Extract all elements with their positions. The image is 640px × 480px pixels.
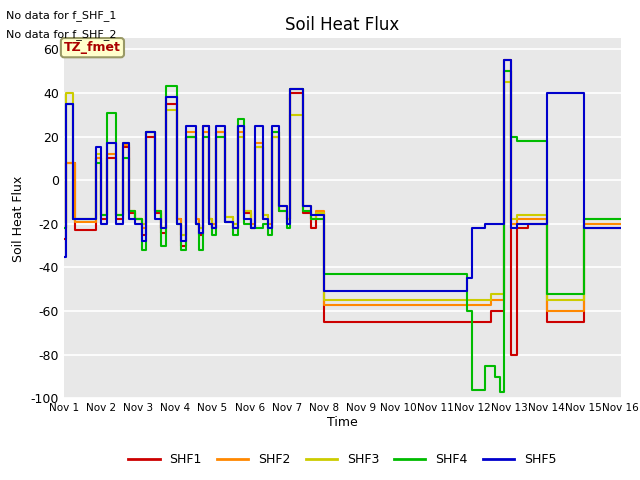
SHF2 xyxy=(235,221,243,227)
SHF5 xyxy=(617,225,625,231)
SHF3 xyxy=(235,221,243,227)
SHF3 xyxy=(163,225,170,231)
Legend: SHF1, SHF2, SHF3, SHF4, SHF5: SHF1, SHF2, SHF3, SHF4, SHF5 xyxy=(124,448,561,471)
SHF1 xyxy=(97,216,105,222)
SHF1 xyxy=(307,225,315,231)
SHF2 xyxy=(120,212,127,218)
SHF4 xyxy=(500,68,508,74)
SHF4 xyxy=(235,232,243,238)
SHF5 xyxy=(60,254,68,260)
SHF3 xyxy=(221,215,229,220)
SHF1 xyxy=(500,57,508,63)
SHF3 xyxy=(320,297,328,303)
SHF5 xyxy=(173,221,181,227)
SHF4 xyxy=(497,389,504,395)
SHF3 xyxy=(60,225,68,231)
SHF4 xyxy=(173,221,181,227)
SHF5 xyxy=(157,225,164,231)
Y-axis label: Soil Heat Flux: Soil Heat Flux xyxy=(12,175,25,262)
SHF2 xyxy=(513,216,521,222)
SHF3 xyxy=(617,216,625,222)
SHF4 xyxy=(69,101,77,107)
SHF1 xyxy=(264,216,272,222)
SHF1 xyxy=(240,210,248,216)
SHF4 xyxy=(60,225,68,231)
Text: No data for f_SHF_2: No data for f_SHF_2 xyxy=(6,29,117,40)
Text: No data for f_SHF_1: No data for f_SHF_1 xyxy=(6,10,116,21)
SHF2 xyxy=(205,129,212,135)
Line: SHF3: SHF3 xyxy=(64,82,621,300)
SHF2 xyxy=(60,225,68,231)
SHF3 xyxy=(524,212,532,218)
SHF1 xyxy=(212,129,220,135)
Line: SHF5: SHF5 xyxy=(64,60,621,291)
SHF2 xyxy=(163,225,170,231)
SHF1 xyxy=(60,236,68,242)
SHF1 xyxy=(92,156,99,161)
SHF4 xyxy=(580,291,588,297)
Text: TZ_fmet: TZ_fmet xyxy=(64,41,121,54)
SHF4 xyxy=(617,216,625,222)
SHF5 xyxy=(524,221,532,227)
SHF1 xyxy=(508,352,515,358)
SHF4 xyxy=(513,138,521,144)
SHF2 xyxy=(500,68,508,74)
SHF2 xyxy=(221,215,229,220)
Line: SHF4: SHF4 xyxy=(64,71,621,392)
SHF2 xyxy=(543,308,550,314)
SHF1 xyxy=(617,225,625,231)
SHF5 xyxy=(320,288,328,294)
SHF3 xyxy=(205,134,212,140)
SHF5 xyxy=(235,225,243,231)
SHF3 xyxy=(120,212,127,218)
SHF4 xyxy=(157,243,164,249)
SHF5 xyxy=(69,101,77,107)
SHF5 xyxy=(500,57,508,63)
Line: SHF2: SHF2 xyxy=(64,71,621,311)
Title: Soil Heat Flux: Soil Heat Flux xyxy=(285,16,399,34)
Line: SHF1: SHF1 xyxy=(64,60,621,355)
SHF2 xyxy=(617,221,625,227)
SHF5 xyxy=(580,90,588,96)
X-axis label: Time: Time xyxy=(327,416,358,429)
SHF3 xyxy=(500,79,508,85)
